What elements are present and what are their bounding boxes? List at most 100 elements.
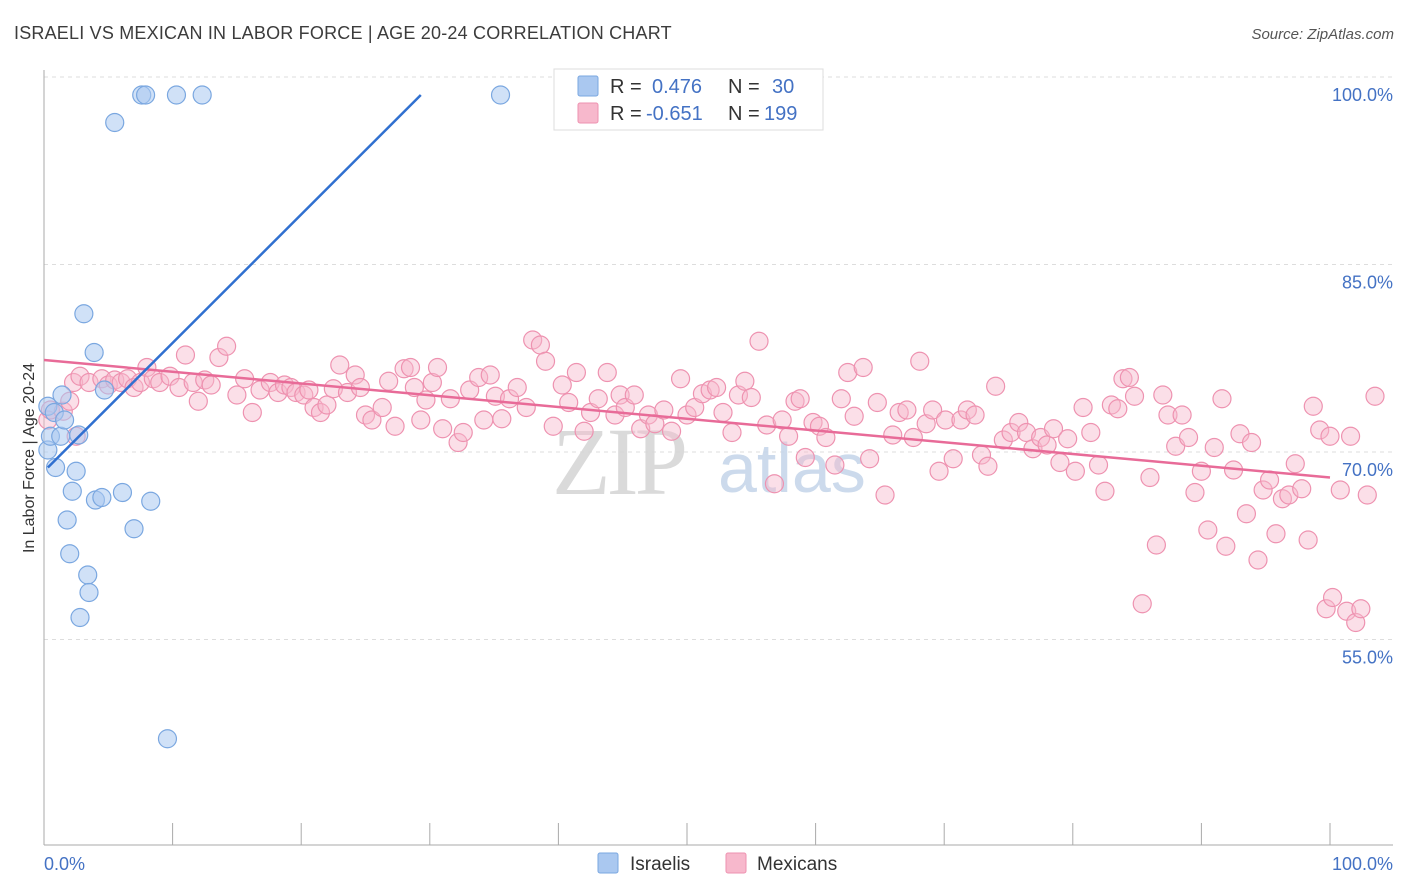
legend-swatch-israelis	[577, 75, 599, 97]
mexicans-point-80	[588, 389, 608, 409]
mexicans-point-189	[1330, 480, 1350, 500]
mexicans-point-97	[713, 402, 733, 423]
mexicans-point-27	[227, 385, 247, 405]
israelis-point-10	[62, 481, 82, 501]
mexicans-point-39	[310, 402, 331, 423]
legend-r-value-israelis: 0.476	[652, 76, 702, 98]
mexicans-point-114	[831, 389, 851, 409]
mexicans-point-63	[469, 367, 489, 388]
mexicans-point-107	[785, 391, 805, 411]
israelis-point-26	[141, 491, 161, 511]
x-tick-label-max: 100.0%	[1332, 854, 1393, 874]
mexicans-point-135	[978, 456, 998, 476]
mexicans-point-144	[1043, 419, 1064, 439]
mexicans-point-69	[507, 377, 527, 398]
mexicans-point-90	[661, 421, 682, 441]
bottom-legend-mexicans: Mexicans	[757, 854, 837, 875]
mexicans-point-7	[79, 372, 99, 393]
mexicans-point-108	[790, 389, 810, 409]
legend-n-label-mexicans: N =	[728, 103, 760, 125]
mexicans-point-77	[566, 362, 587, 383]
israelis-point-14	[74, 304, 94, 324]
mexicans-point-117	[853, 357, 873, 378]
israelis-point-21	[105, 112, 125, 133]
mexicans-point-129	[935, 410, 956, 430]
bottom-legend-swatch-israelis	[597, 852, 619, 874]
mexicans-point-29	[242, 402, 262, 423]
mexicans-point-140	[1016, 422, 1037, 443]
mexicans-point-191	[1340, 426, 1361, 446]
mexicans-point-146	[1058, 429, 1078, 449]
mexicans-point-83	[610, 385, 630, 405]
legend-n-label-israelis: N =	[728, 76, 760, 98]
mexicans-point-105	[772, 410, 792, 430]
mexicans-point-143	[1037, 435, 1057, 455]
mexicans-point-106	[778, 426, 799, 446]
mexicans-point-185	[1310, 420, 1330, 440]
chart-source: Source: ZipAtlas.com	[1251, 26, 1394, 43]
mexicans-point-170	[1216, 536, 1236, 556]
watermark-atlas: atlas	[718, 429, 866, 507]
chart-title: ISRAELI VS MEXICAN IN LABOR FORCE | AGE …	[14, 23, 672, 43]
mexicans-point-22	[188, 391, 208, 411]
mexicans-point-122	[889, 402, 909, 423]
mexicans-point-158	[1140, 467, 1160, 488]
legend-box: R = 0.476 N = 30 R = -0.651 N = 199	[553, 68, 824, 131]
mexicans-point-151	[1095, 481, 1115, 501]
israelis-point-5	[51, 426, 71, 446]
israelis-point-13	[70, 607, 90, 628]
mexicans-point-64	[474, 410, 494, 430]
mexicans-point-46	[355, 405, 376, 425]
mexicans-point-131	[951, 410, 971, 430]
mexicans-point-178	[1266, 524, 1286, 544]
israelis-points	[38, 85, 511, 749]
legend-r-label-israelis: R =	[610, 76, 642, 98]
mexicans-point-174	[1241, 432, 1262, 453]
mexicans-point-40	[317, 395, 337, 415]
mexicans-point-57	[427, 357, 448, 378]
mexicans-point-163	[1172, 405, 1192, 425]
mexicans-point-91	[670, 369, 691, 389]
mexicans-point-47	[362, 410, 382, 430]
mexicans-point-161	[1158, 405, 1178, 425]
mexicans-point-159	[1146, 535, 1166, 555]
mexicans-point-98	[722, 422, 742, 443]
mexicans-point-102	[749, 331, 769, 351]
bottom-legend: Israelis Mexicans	[597, 852, 837, 875]
mexicans-point-138	[1001, 422, 1021, 443]
mexicans-point-54	[411, 410, 431, 430]
mexicans-point-186	[1316, 599, 1336, 619]
israelis-point-8	[57, 510, 77, 530]
mexicans-point-194	[1357, 485, 1377, 505]
legend-n-value-israelis: 30	[772, 76, 794, 98]
mexicans-point-17	[150, 372, 170, 393]
mexicans-point-78	[574, 421, 594, 441]
mexicans-point-118	[860, 449, 880, 469]
mexicans-point-119	[867, 392, 887, 413]
mexicans-point-70	[516, 397, 536, 418]
israelis-point-6	[52, 385, 72, 405]
mexicans-point-81	[597, 362, 617, 383]
legend-r-value-mexicans: -0.651	[646, 103, 703, 125]
mexicans-point-183	[1298, 530, 1318, 550]
y-tick-label-100: 100.0%	[1332, 85, 1393, 105]
y-tick-label-70: 70.0%	[1342, 460, 1393, 480]
mexicans-point-41	[323, 379, 343, 399]
mexicans-point-153	[1108, 399, 1128, 419]
mexicans-point-19	[169, 377, 189, 398]
mexicans-point-75	[552, 375, 572, 395]
israelis-point-11	[66, 461, 86, 481]
mexicans-point-58	[433, 419, 453, 439]
mexicans-point-116	[844, 406, 864, 426]
israelis-point-25	[135, 85, 156, 105]
mexicans-point-128	[929, 461, 949, 481]
mexicans-point-82	[605, 405, 625, 425]
mexicans-point-123	[897, 400, 917, 420]
israelis-point-30	[490, 85, 511, 105]
mexicans-point-60	[448, 432, 468, 453]
mexicans-point-147	[1065, 461, 1085, 481]
mexicans-point-120	[875, 485, 895, 505]
mexicans-point-124	[903, 427, 923, 448]
y-tick-label-85: 85.0%	[1342, 273, 1393, 293]
